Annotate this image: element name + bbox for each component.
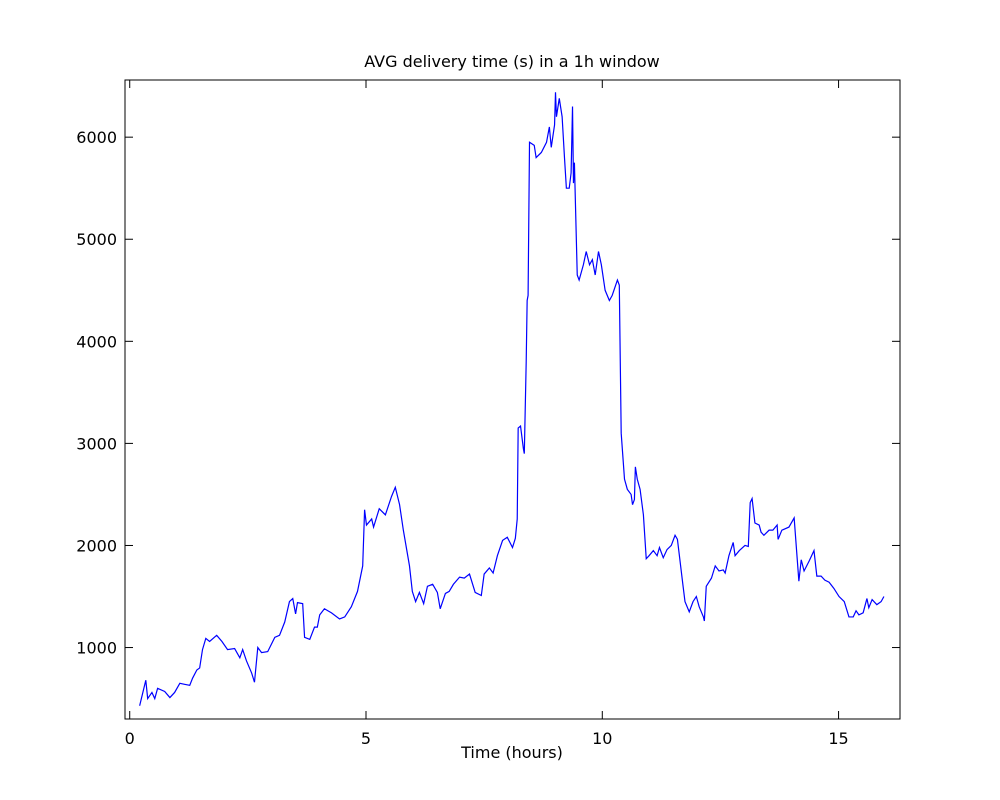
data-line [139,92,885,706]
x-tick-label: 10 [592,729,612,748]
y-tick-label: 3000 [76,434,117,453]
x-tick-label: 0 [125,729,135,748]
x-tick-label: 15 [828,729,848,748]
y-tick-label: 4000 [76,332,117,351]
y-tick-label: 2000 [76,536,117,555]
x-tick-label: 5 [361,729,371,748]
y-tick-label: 6000 [76,128,117,147]
x-axis-label: Time (hours) [460,743,563,762]
y-tick-label: 5000 [76,230,117,249]
chart-title: AVG delivery time (s) in a 1h window [364,52,660,71]
y-tick-label: 1000 [76,639,117,658]
plot-frame [124,79,901,720]
